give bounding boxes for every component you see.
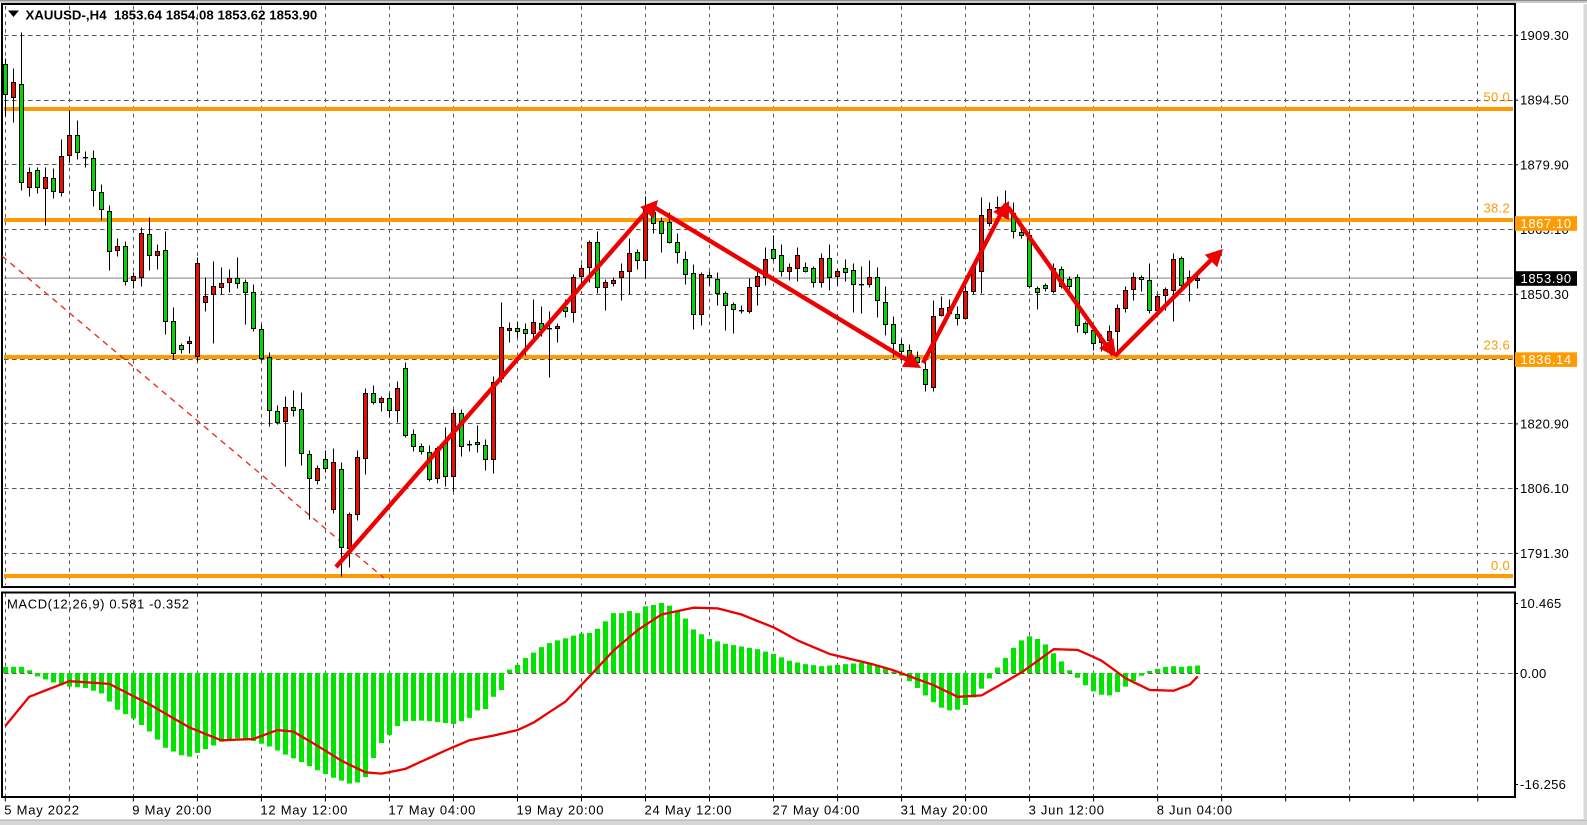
svg-text:1806.10: 1806.10 <box>1520 481 1569 496</box>
svg-text:-16.256: -16.256 <box>1520 777 1566 792</box>
svg-text:23.6: 23.6 <box>1483 338 1510 353</box>
svg-text:1909.30: 1909.30 <box>1520 28 1569 43</box>
svg-text:50.0: 50.0 <box>1483 90 1510 105</box>
svg-text:0.00: 0.00 <box>1520 666 1547 681</box>
svg-text:19 May 20:00: 19 May 20:00 <box>517 803 605 818</box>
svg-text:12 May 12:00: 12 May 12:00 <box>260 803 348 818</box>
svg-text:8 Jun 04:00: 8 Jun 04:00 <box>1157 803 1233 818</box>
svg-text:9 May 20:00: 9 May 20:00 <box>132 803 212 818</box>
svg-text:17 May 04:00: 17 May 04:00 <box>388 803 476 818</box>
svg-text:1791.30: 1791.30 <box>1520 546 1569 561</box>
svg-text:27 May 04:00: 27 May 04:00 <box>773 803 861 818</box>
svg-text:3 Jun 12:00: 3 Jun 12:00 <box>1029 803 1105 818</box>
svg-text:31 May 20:00: 31 May 20:00 <box>901 803 989 818</box>
svg-text:1820.90: 1820.90 <box>1520 417 1569 432</box>
svg-text:1853.90: 1853.90 <box>1521 271 1572 286</box>
svg-text:5 May 2022: 5 May 2022 <box>4 803 79 818</box>
svg-text:1894.50: 1894.50 <box>1520 93 1569 108</box>
svg-text:1836.14: 1836.14 <box>1521 352 1572 367</box>
svg-text:0.0: 0.0 <box>1491 558 1510 573</box>
svg-text:24 May 12:00: 24 May 12:00 <box>645 803 733 818</box>
svg-text:1867.10: 1867.10 <box>1521 216 1572 231</box>
svg-text:38.2: 38.2 <box>1483 201 1510 216</box>
svg-text:1850.30: 1850.30 <box>1520 287 1569 302</box>
svg-text:MACD(12,26,9) 0.581 -0.352: MACD(12,26,9) 0.581 -0.352 <box>7 597 190 612</box>
svg-text:XAUUSD-,H4 1853.64 1854.08 18: XAUUSD-,H4 1853.64 1854.08 1853.62 1853.… <box>26 8 318 23</box>
svg-text:1879.90: 1879.90 <box>1520 157 1569 172</box>
svg-text:10.465: 10.465 <box>1520 596 1562 611</box>
